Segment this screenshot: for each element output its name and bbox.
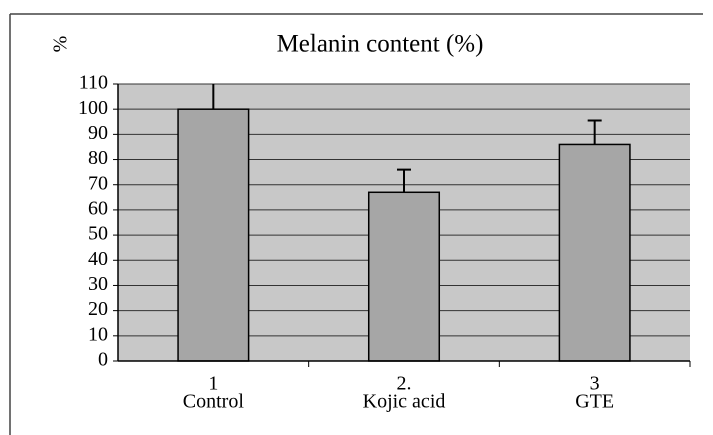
y-tick-label: 30 (88, 273, 108, 295)
y-tick-label: 70 (88, 172, 108, 194)
x-tick-label: Kojic acid (363, 391, 446, 413)
y-tick-label: 110 (79, 72, 108, 94)
bar (367, 191, 441, 362)
x-tick-label: 3 (590, 373, 600, 395)
x-tick-label: GTE (575, 391, 614, 413)
x-tick-label: Control (183, 391, 245, 413)
y-tick-label: 90 (88, 122, 108, 144)
bar (177, 108, 250, 362)
y-tick-label: 40 (88, 248, 108, 270)
y-tick-label: 80 (88, 147, 108, 169)
y-tick-label: 60 (88, 198, 108, 220)
x-tick-label: 1 (208, 373, 218, 395)
x-tick-label: 2. (397, 373, 412, 395)
y-axis-label: % (50, 36, 72, 53)
y-tick-label: 50 (88, 223, 108, 245)
y-tick-label: 20 (88, 298, 108, 320)
bar (558, 143, 631, 362)
y-tick-label: 10 (88, 323, 108, 345)
y-tick-label: 0 (98, 349, 108, 371)
chart-title: Melanin content (%) (277, 31, 484, 58)
y-tick-label: 100 (78, 97, 108, 119)
